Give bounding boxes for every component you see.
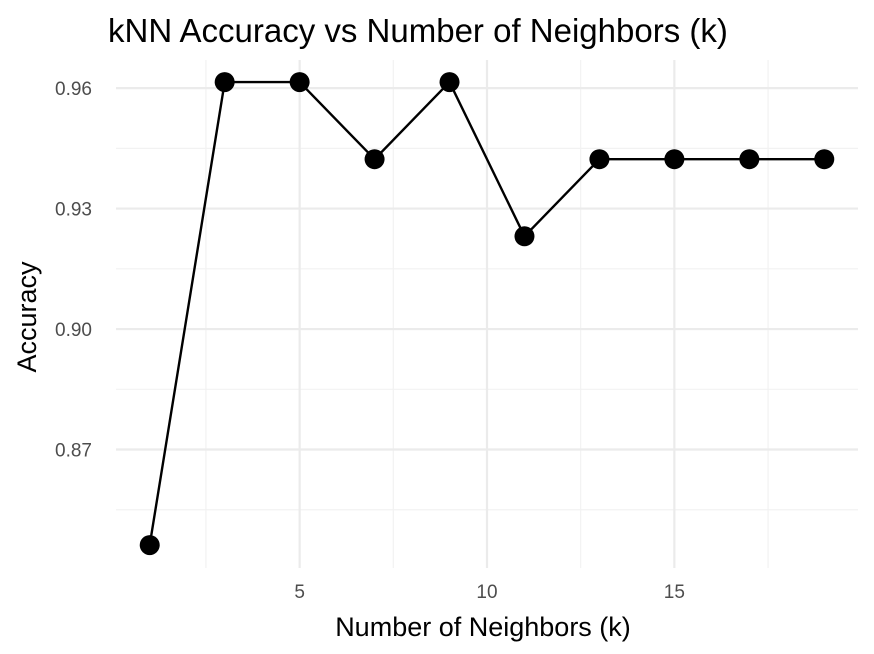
y-tick-labels: 0.87 0.90 0.93 0.96 <box>55 79 92 461</box>
data-point-k3 <box>214 72 235 93</box>
data-point-k7 <box>364 149 385 170</box>
axis-layer: 5 10 15 0.87 0.90 0.93 0.96 <box>55 79 685 603</box>
y-tick-label-0.90: 0.90 <box>55 320 92 341</box>
y-axis-title: Accuracy <box>12 261 42 373</box>
series-layer <box>139 72 835 556</box>
data-point-k11 <box>514 226 535 247</box>
data-point-k5 <box>289 72 310 93</box>
y-tick-label-0.96: 0.96 <box>55 79 92 100</box>
y-tick-label-0.87: 0.87 <box>55 441 92 462</box>
x-tick-labels: 5 10 15 <box>294 582 685 603</box>
x-tick-label-5: 5 <box>294 582 305 603</box>
chart-title: kNN Accuracy vs Number of Neighbors (k) <box>108 12 728 49</box>
y-tick-label-0.93: 0.93 <box>55 200 92 221</box>
x-tick-label-10: 10 <box>476 582 497 603</box>
data-point-k9 <box>439 72 460 93</box>
data-point-k1 <box>139 535 160 556</box>
data-point-k19 <box>814 149 835 170</box>
data-point-k15 <box>664 149 685 170</box>
x-axis-title: Number of Neighbors (k) <box>335 612 631 642</box>
grid-layer <box>116 60 858 568</box>
data-point-k17 <box>739 149 760 170</box>
x-tick-label-15: 15 <box>664 582 685 603</box>
series-line-0 <box>148 80 825 546</box>
data-point-k13 <box>589 149 610 170</box>
